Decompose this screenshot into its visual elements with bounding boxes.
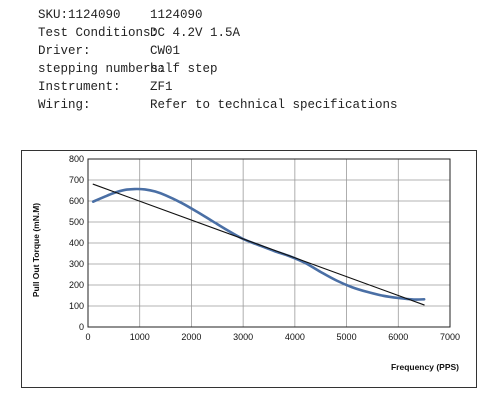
spec-label: Driver: [38, 44, 91, 58]
chart-svg: 0 100 200 300 400 500 600 700 800 0 1000 2000 3000 40… [31, 154, 460, 372]
trend-line [92, 183, 425, 306]
y-tick-label: 200 [69, 280, 84, 290]
x-tick-label: 5000 [337, 332, 357, 342]
x-tick-label: 1000 [130, 332, 150, 342]
spec-value: Refer to technical specifications [150, 98, 398, 112]
y-tick-label: 600 [69, 196, 84, 206]
spec-label: Instrument: [38, 80, 121, 94]
y-axis-title: Pull Out Torque (mN.M) [31, 203, 41, 297]
spec-row-sku: SKU:1124090 1124090 [38, 6, 398, 24]
spec-row-driver: Driver: CW01 [38, 42, 398, 60]
x-tick-label: 3000 [233, 332, 253, 342]
series-layer [91, 183, 426, 306]
x-tick-label: 7000 [440, 332, 460, 342]
y-tick-label: 500 [69, 217, 84, 227]
torque-chart: 0 100 200 300 400 500 600 700 800 0 1000 2000 3000 40… [21, 150, 477, 388]
spec-label: stepping numbers: [38, 62, 166, 76]
x-tick-label: 4000 [285, 332, 305, 342]
y-tick-label: 0 [79, 322, 84, 332]
spec-row-instrument: Instrument: ZF1 [38, 78, 398, 96]
spec-row-wiring: Wiring: Refer to technical specification… [38, 96, 398, 114]
x-tick-label: 6000 [388, 332, 408, 342]
x-tick-label: 0 [85, 332, 90, 342]
spec-row-stepping: stepping numbers: half step [38, 60, 398, 78]
y-tick-label: 800 [69, 154, 84, 164]
x-tick-label: 2000 [181, 332, 201, 342]
spec-row-test-conditions: Test Conditions: DC 4.2V 1.5A [38, 24, 398, 42]
y-tick-label: 100 [69, 301, 84, 311]
spec-label: Test Conditions: [38, 26, 159, 40]
y-tick-label: 400 [69, 238, 84, 248]
spec-label: SKU:1124090 [38, 8, 121, 22]
spec-table: SKU:1124090 1124090 Test Conditions: DC … [38, 6, 398, 114]
y-tick-label: 700 [69, 175, 84, 185]
spec-value: ZF1 [150, 80, 173, 94]
y-tick-label: 300 [69, 259, 84, 269]
spec-value: CW01 [150, 44, 181, 58]
spec-value: DC 4.2V 1.5A [150, 26, 241, 40]
tick-layer: 0 100 200 300 400 500 600 700 800 0 1000 2000 3000 40… [69, 154, 460, 342]
spec-label: Wiring: [38, 98, 91, 112]
spec-value: half step [150, 62, 218, 76]
grid-layer [87, 158, 451, 328]
plot-border [87, 158, 451, 328]
x-axis-title: Frequency (PPS) [391, 362, 459, 372]
spec-value: 1124090 [150, 8, 203, 22]
